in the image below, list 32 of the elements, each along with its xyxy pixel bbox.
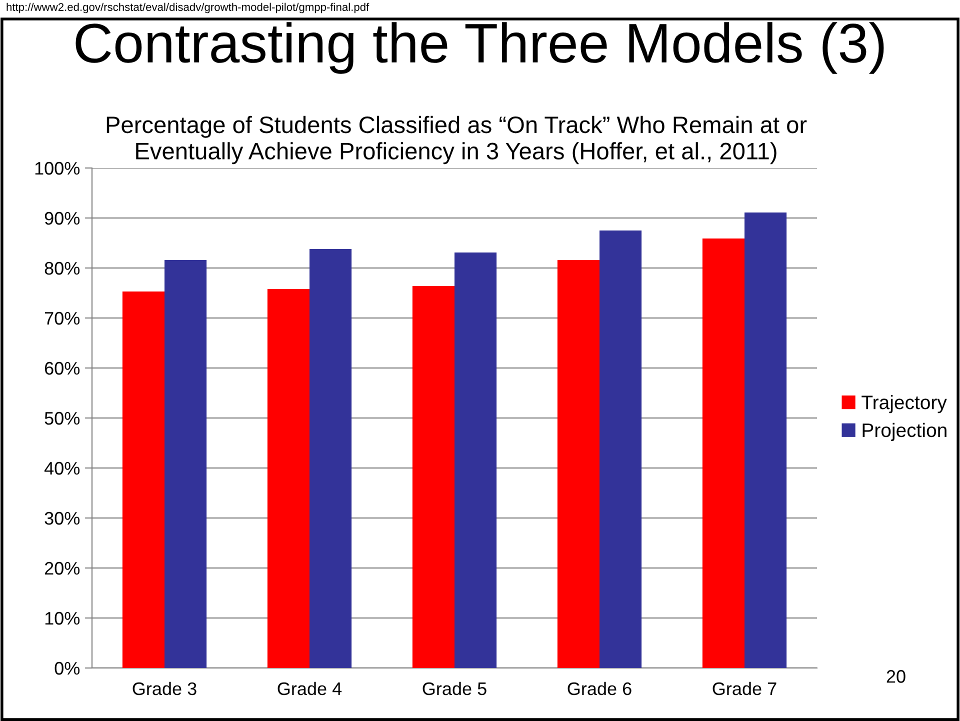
chart-title: Contrasting the Three Models (3) (76, 22, 884, 74)
y-tick-label: 100% (35, 162, 80, 175)
y-tick-label: 50% (44, 412, 80, 425)
y-tick-label: 20% (44, 562, 80, 575)
x-tick-label: Grade 7 (712, 682, 776, 696)
text: 20 (886, 670, 906, 683)
text: http://www2.ed.gov/rschstat/eval/disadv/growth-model-pilot/gmpp-final.pdf (6, 2, 370, 14)
bar (454, 252, 497, 668)
y-tick-label: 60% (44, 362, 80, 375)
y-tick-label: 70% (44, 312, 80, 325)
y-tick-label: 0% (54, 662, 80, 675)
legend-label: Trajectory (862, 395, 947, 414)
y-tick-label: 90% (44, 212, 80, 225)
bar (557, 260, 600, 668)
legend-label: Projection (862, 422, 946, 441)
x-tick-label: Grade 4 (278, 682, 342, 696)
y-tick-label: 30% (44, 512, 80, 525)
bar (310, 249, 352, 668)
bar (702, 238, 744, 668)
bar (267, 289, 310, 668)
bar (412, 286, 454, 668)
bar (744, 212, 787, 668)
x-tick-label: Grade 6 (568, 682, 632, 696)
bar (164, 260, 207, 668)
y-tick-label: 40% (44, 462, 80, 475)
chart-subtitle: Percentage of Students Classified as “On Track” Who Remain at or Eventually Achieve Proficiency in 3 Years (Hoffer, et al., 2011) (106, 116, 807, 164)
y-tick-label: 10% (45, 612, 80, 625)
y-tick-label: 80% (44, 262, 80, 275)
bar (600, 230, 642, 668)
x-tick-label: Grade 5 (422, 682, 486, 696)
x-tick-label: Grade 3 (132, 682, 196, 696)
bar (122, 292, 164, 668)
